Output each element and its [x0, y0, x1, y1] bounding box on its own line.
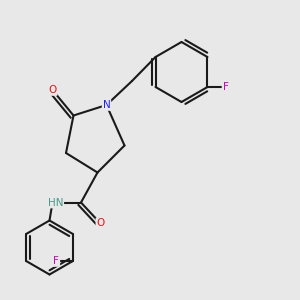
Text: O: O	[48, 85, 57, 95]
Text: O: O	[96, 218, 105, 229]
Text: HN: HN	[48, 197, 63, 208]
Text: N: N	[103, 100, 110, 110]
Text: F: F	[53, 256, 59, 266]
Text: F: F	[223, 82, 228, 92]
